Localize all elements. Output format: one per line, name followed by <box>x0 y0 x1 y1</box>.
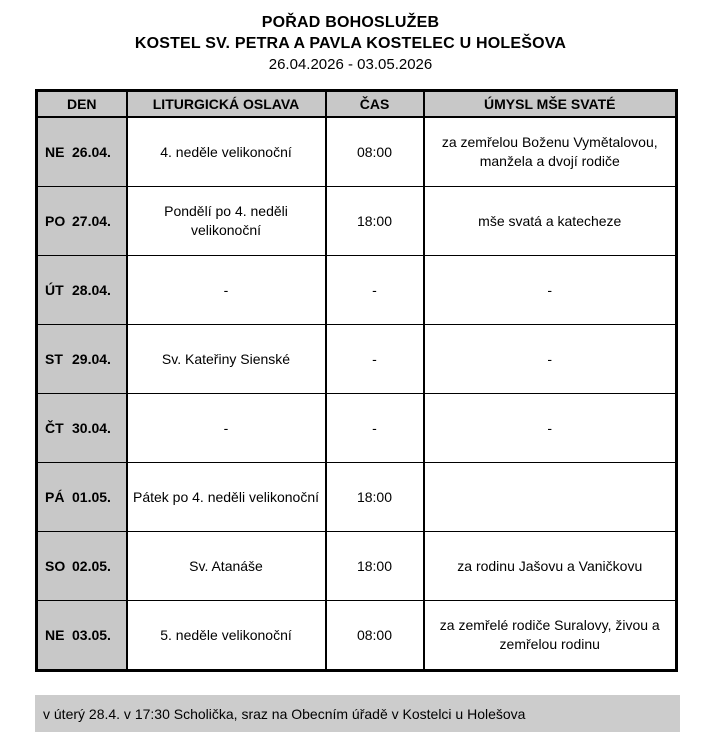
day-cell: ST 29.04. <box>35 324 128 394</box>
time-cell: 18:00 <box>324 186 425 256</box>
day-abbrev: ÚT <box>45 281 64 298</box>
time-cell: - <box>324 393 425 463</box>
time-cell: 08:00 <box>324 600 425 671</box>
table-row: ČT 30.04. - - - <box>35 393 678 463</box>
mass-schedule-table: DEN LITURGICKÁ OSLAVA ČAS ÚMYSL MŠE SVAT… <box>35 89 678 672</box>
day-date: 02.05. <box>72 557 111 574</box>
intention-cell: za zemřelé rodiče Suralovy, živou a zemř… <box>422 600 678 671</box>
day-date: 26.04. <box>72 143 111 160</box>
table-row: PO 27.04. Pondělí po 4. neděli velikonočn… <box>35 186 678 256</box>
date-range: 26.04.2026 - 03.05.2026 <box>268 56 433 73</box>
celebration-cell: 4. neděle velikonoční <box>125 116 327 187</box>
intention-cell: za rodinu Jašovu a Vaničkovu <box>422 531 678 601</box>
table-row: NE 26.04. 4. neděle velikonoční 08:00 za … <box>35 116 678 187</box>
table-header-row: DEN LITURGICKÁ OSLAVA ČAS ÚMYSL MŠE SVAT… <box>35 89 678 118</box>
church-name: KOSTEL SV. PETRA A PAVLA KOSTELEC U HOLE… <box>134 35 567 52</box>
column-header-intention: ÚMYSL MŠE SVATÉ <box>422 89 678 118</box>
day-abbrev: ST <box>45 350 63 367</box>
table-row: ST 29.04. Sv. Kateřiny Sienské - - <box>35 324 678 394</box>
time-cell: - <box>324 324 425 394</box>
celebration-cell: Pondělí po 4. neděli velikonoční <box>125 186 327 256</box>
intention-cell: - <box>422 255 678 325</box>
day-date: 29.04. <box>72 350 111 367</box>
celebration-cell: Pátek po 4. neděli velikonoční <box>125 462 327 532</box>
day-cell: ČT 30.04. <box>35 393 128 463</box>
column-header-celebration: LITURGICKÁ OSLAVA <box>125 89 327 118</box>
document-header: POŘAD BOHOSLUŽEB KOSTEL SV. PETRA A PAVL… <box>0 0 701 75</box>
day-date: 01.05. <box>72 488 111 505</box>
day-cell: PÁ 01.05. <box>35 462 128 532</box>
celebration-cell: - <box>125 393 327 463</box>
time-cell: 18:00 <box>324 531 425 601</box>
table-row: SO 02.05. Sv. Atanáše 18:00 za rodinu Jaš… <box>35 531 678 601</box>
day-date: 27.04. <box>72 212 111 229</box>
time-cell: 18:00 <box>324 462 425 532</box>
table-row: ÚT 28.04. - - - <box>35 255 678 325</box>
column-header-day: DEN <box>35 89 128 118</box>
intention-cell: - <box>422 393 678 463</box>
announcement-note: v úterý 28.4. v 17:30 Scholička, sraz na… <box>35 695 680 732</box>
intention-cell: - <box>422 324 678 394</box>
day-abbrev: PO <box>45 212 66 229</box>
day-cell: NE 26.04. <box>35 116 128 187</box>
intention-cell: za zemřelou Boženu Vymětalovou, manžela … <box>422 116 678 187</box>
celebration-cell: Sv. Kateřiny Sienské <box>125 324 327 394</box>
time-cell: 08:00 <box>324 116 425 187</box>
celebration-cell: Sv. Atanáše <box>125 531 327 601</box>
day-abbrev: PÁ <box>45 488 65 505</box>
day-cell: SO 02.05. <box>35 531 128 601</box>
page-title: POŘAD BOHOSLUŽEB <box>261 14 440 31</box>
table-row: NE 03.05. 5. neděle velikonoční 08:00 za … <box>35 600 678 671</box>
day-abbrev: ČT <box>45 419 64 436</box>
day-abbrev: NE <box>45 143 65 160</box>
day-date: 03.05. <box>72 626 111 643</box>
day-cell: PO 27.04. <box>35 186 128 256</box>
time-cell: - <box>324 255 425 325</box>
celebration-cell: - <box>125 255 327 325</box>
day-cell: ÚT 28.04. <box>35 255 128 325</box>
table-row: PÁ 01.05. Pátek po 4. neděli velikonoční … <box>35 462 678 532</box>
day-cell: NE 03.05. <box>35 600 128 671</box>
day-abbrev: SO <box>45 557 66 574</box>
day-abbrev: NE <box>45 626 65 643</box>
intention-cell <box>422 462 678 532</box>
celebration-cell: 5. neděle velikonoční <box>125 600 327 671</box>
intention-cell: mše svatá a katecheze <box>422 186 678 256</box>
day-date: 30.04. <box>72 419 111 436</box>
column-header-time: ČAS <box>324 89 425 118</box>
day-date: 28.04. <box>72 281 111 298</box>
